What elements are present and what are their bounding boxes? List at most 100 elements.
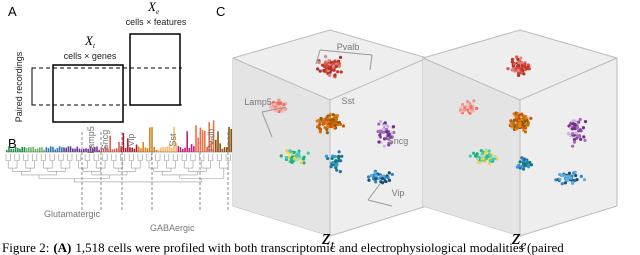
point bbox=[523, 130, 528, 134]
point bbox=[520, 67, 524, 72]
panel-label: B bbox=[8, 136, 17, 151]
bar bbox=[223, 147, 226, 152]
point bbox=[334, 120, 338, 124]
dendrogram-branch bbox=[201, 160, 211, 169]
bar bbox=[47, 148, 50, 152]
point bbox=[570, 127, 574, 131]
dendrogram-branch bbox=[146, 154, 152, 161]
point bbox=[383, 121, 387, 125]
point bbox=[327, 59, 331, 63]
bar bbox=[140, 148, 142, 152]
point bbox=[332, 68, 336, 72]
point bbox=[333, 73, 337, 77]
bar bbox=[166, 146, 169, 152]
point bbox=[560, 173, 564, 178]
bar bbox=[8, 146, 10, 152]
point bbox=[527, 163, 531, 167]
point bbox=[386, 137, 391, 141]
point bbox=[380, 130, 384, 134]
dendrogram-branch bbox=[25, 160, 35, 169]
bar bbox=[195, 125, 197, 152]
bar bbox=[98, 149, 100, 152]
caption-label: Figure 2: bbox=[2, 240, 49, 255]
dendrogram-branch bbox=[84, 154, 90, 161]
point bbox=[276, 105, 280, 109]
point bbox=[334, 64, 339, 68]
bar bbox=[50, 146, 52, 152]
point bbox=[380, 176, 384, 181]
point bbox=[459, 106, 463, 110]
point bbox=[511, 67, 515, 71]
bar bbox=[41, 147, 43, 152]
cube-face bbox=[233, 58, 330, 236]
point bbox=[529, 163, 534, 167]
point bbox=[326, 124, 330, 128]
bar bbox=[127, 138, 129, 152]
type-label: Vip bbox=[126, 134, 136, 147]
point bbox=[384, 136, 388, 140]
dendrogram-branch bbox=[43, 160, 53, 169]
point bbox=[324, 118, 328, 122]
point bbox=[521, 167, 526, 171]
symbol: z bbox=[511, 224, 521, 249]
point bbox=[277, 98, 281, 102]
dendrogram-branch bbox=[12, 168, 31, 172]
point bbox=[522, 157, 527, 161]
point bbox=[379, 119, 383, 123]
point bbox=[328, 115, 332, 120]
dendrogram-branch bbox=[190, 154, 196, 161]
point bbox=[324, 54, 328, 59]
bar bbox=[89, 146, 92, 152]
point bbox=[572, 137, 577, 142]
bar bbox=[188, 148, 191, 152]
dendrogram-branch bbox=[23, 154, 29, 161]
bar bbox=[83, 148, 85, 152]
class-label: GABAergic bbox=[150, 223, 195, 233]
point bbox=[483, 150, 488, 154]
bar bbox=[219, 143, 221, 152]
bar bbox=[228, 126, 230, 152]
point bbox=[465, 99, 470, 104]
bar bbox=[109, 135, 111, 152]
point bbox=[525, 119, 529, 123]
point bbox=[269, 106, 274, 110]
point bbox=[292, 150, 296, 154]
point bbox=[485, 155, 489, 159]
bar bbox=[135, 144, 138, 152]
point bbox=[558, 177, 562, 181]
bar bbox=[43, 149, 45, 152]
point bbox=[575, 177, 579, 182]
subscript: e bbox=[521, 237, 527, 252]
point bbox=[514, 115, 518, 119]
point bbox=[510, 125, 514, 129]
bar bbox=[217, 131, 219, 152]
bar bbox=[91, 147, 94, 152]
point bbox=[487, 149, 491, 153]
bar bbox=[162, 147, 164, 152]
point bbox=[517, 163, 521, 167]
point bbox=[476, 157, 480, 161]
point bbox=[517, 73, 521, 77]
dendrogram-branch bbox=[76, 154, 82, 161]
bar bbox=[160, 147, 162, 152]
point bbox=[387, 171, 391, 175]
point bbox=[330, 68, 334, 72]
bracket bbox=[315, 49, 373, 71]
point bbox=[317, 122, 322, 126]
point bbox=[301, 157, 305, 161]
bar bbox=[69, 146, 72, 152]
point bbox=[323, 62, 327, 66]
point bbox=[335, 162, 339, 167]
point bbox=[339, 70, 343, 74]
point bbox=[276, 101, 280, 105]
bar bbox=[17, 147, 19, 152]
bar bbox=[208, 122, 210, 152]
panel-a: A Xt cells × genes Xe cells × features P… bbox=[8, 0, 187, 123]
bar bbox=[85, 148, 87, 152]
point bbox=[328, 73, 332, 77]
bar bbox=[19, 148, 21, 152]
point bbox=[516, 57, 520, 61]
point bbox=[554, 178, 558, 182]
bar bbox=[58, 146, 61, 152]
point bbox=[377, 122, 381, 126]
